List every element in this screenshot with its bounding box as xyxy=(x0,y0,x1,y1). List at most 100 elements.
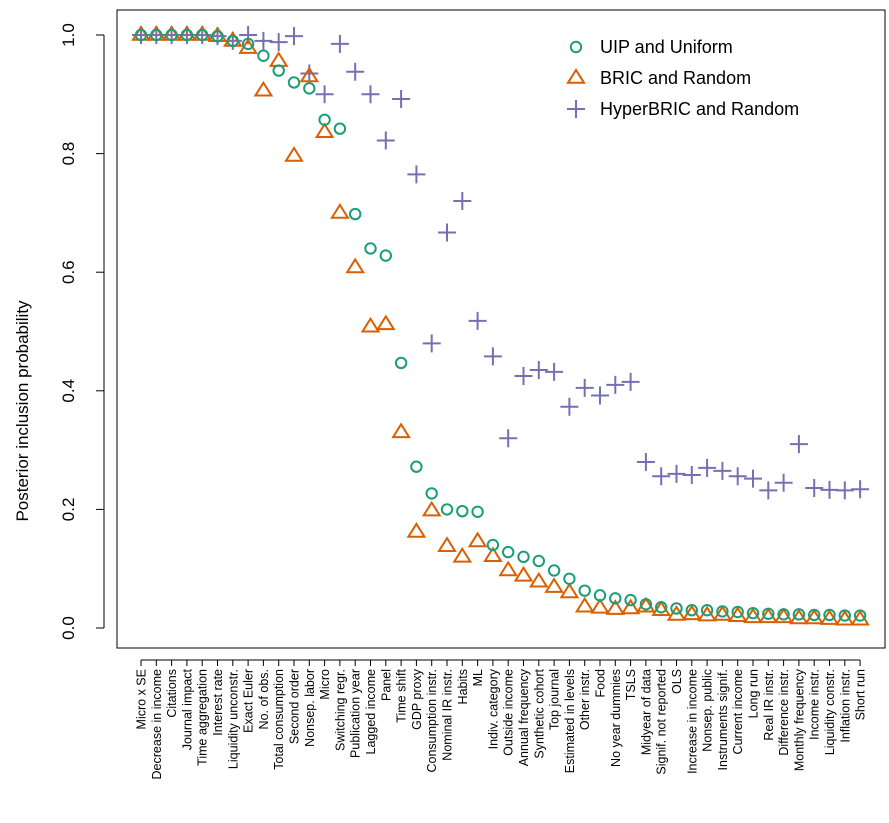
data-point xyxy=(303,82,316,95)
y-axis-label: Posterior inclusion probability xyxy=(13,300,32,522)
data-point xyxy=(452,546,473,563)
data-point xyxy=(318,113,331,126)
x-tick-label: Long run xyxy=(747,669,761,718)
data-point xyxy=(407,165,426,184)
x-tick-label: Citations xyxy=(165,669,179,718)
data-point xyxy=(528,571,549,588)
data-point xyxy=(498,560,519,577)
data-point xyxy=(667,464,686,483)
data-point xyxy=(529,361,548,380)
data-point xyxy=(272,64,285,77)
x-tick-label: Panel xyxy=(379,669,393,701)
data-point xyxy=(789,435,808,454)
data-point xyxy=(621,372,640,391)
x-tick-label: Annual frequency xyxy=(517,668,531,766)
x-tick-label: Current income xyxy=(731,669,745,754)
data-point xyxy=(532,554,545,568)
data-point xyxy=(299,66,320,83)
data-point xyxy=(838,609,851,622)
x-tick-label: Inflation instr. xyxy=(838,669,852,743)
data-point xyxy=(410,460,423,473)
data-point xyxy=(563,572,576,585)
data-point xyxy=(502,545,515,559)
data-point xyxy=(636,596,656,613)
data-point xyxy=(287,76,301,89)
x-tick-label: Nominal IR instr. xyxy=(441,669,455,761)
data-point xyxy=(805,479,824,498)
data-point xyxy=(268,51,289,67)
data-point xyxy=(713,461,732,480)
x-tick-label: Consumption instr. xyxy=(425,669,439,773)
data-point xyxy=(406,522,427,538)
data-point xyxy=(269,33,288,52)
data-point xyxy=(360,316,381,333)
x-tick-label: Time shift xyxy=(395,668,409,722)
y-tick-label: 0.4 xyxy=(59,379,78,403)
data-point xyxy=(375,314,396,331)
data-point xyxy=(835,481,854,500)
y-tick-label: 0.6 xyxy=(59,260,78,284)
x-tick-label: Interest rate xyxy=(211,669,225,736)
data-point xyxy=(655,601,668,614)
data-point xyxy=(513,565,534,582)
data-point xyxy=(330,203,350,219)
data-point xyxy=(820,480,839,499)
data-point xyxy=(379,249,392,262)
data-point xyxy=(591,386,609,405)
data-point xyxy=(759,481,778,500)
legend-marker xyxy=(566,68,586,84)
data-points xyxy=(131,25,870,626)
data-point xyxy=(211,29,224,43)
data-point xyxy=(685,604,698,617)
x-tick-label: No year dummies xyxy=(609,669,623,767)
data-point xyxy=(483,546,503,563)
data-point xyxy=(777,608,790,621)
data-point xyxy=(440,503,454,516)
data-point xyxy=(425,487,438,500)
x-tick-label: Lagged income xyxy=(364,669,378,755)
data-point xyxy=(438,223,456,242)
data-point xyxy=(394,356,408,370)
x-tick-label: Estimated in levels xyxy=(563,669,577,773)
y-tick-label: 0.2 xyxy=(59,498,78,522)
x-tick-label: Total consumption xyxy=(272,669,286,770)
data-point xyxy=(257,49,270,62)
data-point xyxy=(241,37,255,51)
x-tick-label: Monthly frequency xyxy=(792,668,806,771)
data-point xyxy=(315,85,334,104)
data-point xyxy=(165,28,178,42)
data-point xyxy=(547,564,561,577)
data-point xyxy=(700,604,714,617)
data-point xyxy=(467,531,488,548)
data-point xyxy=(609,592,622,605)
data-point xyxy=(593,589,607,602)
legend-label: UIP and Uniform xyxy=(600,37,733,57)
legend-marker xyxy=(567,100,585,118)
legend-label: HyperBRIC and Random xyxy=(600,99,799,119)
x-tick-label: ML xyxy=(471,669,485,686)
data-point xyxy=(578,584,591,597)
data-point xyxy=(774,473,793,492)
data-point xyxy=(559,582,580,599)
data-point xyxy=(823,608,836,622)
x-tick-label: Liquidity unconstr. xyxy=(226,669,240,769)
data-point xyxy=(196,28,209,42)
series-plus xyxy=(132,26,870,500)
data-point xyxy=(762,607,775,620)
x-tick-label: Publication year xyxy=(349,669,363,758)
data-point xyxy=(364,242,377,255)
data-point xyxy=(606,375,625,394)
x-tick-label: Midyear of data xyxy=(639,669,653,755)
data-point xyxy=(284,146,304,162)
data-point xyxy=(639,598,653,611)
series-circle xyxy=(134,28,867,622)
data-point xyxy=(545,362,564,381)
x-tick-label: Signif. not reported xyxy=(655,669,669,775)
data-point xyxy=(376,131,395,150)
x-tick-label: Income instr. xyxy=(808,669,822,740)
data-point xyxy=(851,480,870,499)
data-point xyxy=(437,536,457,552)
x-tick-label: Difference instr. xyxy=(777,669,791,756)
data-point xyxy=(314,122,335,139)
